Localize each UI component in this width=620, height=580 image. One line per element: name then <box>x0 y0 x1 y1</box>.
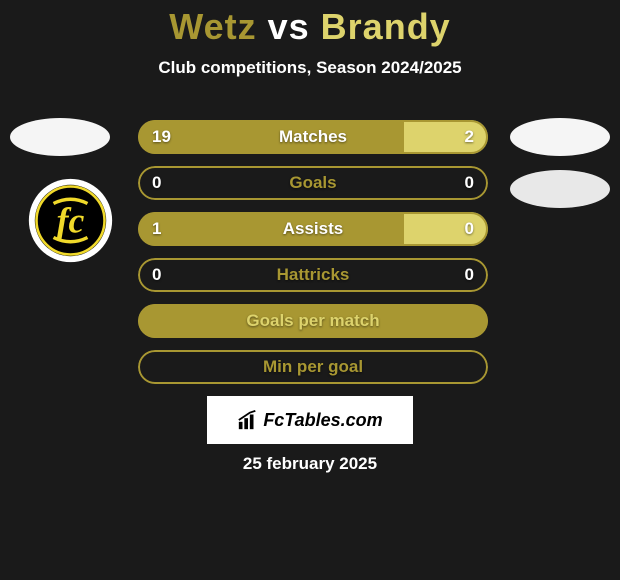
svg-text:fc: fc <box>57 200 85 240</box>
branding-text: FcTables.com <box>263 410 382 431</box>
stat-value-left: 19 <box>152 120 171 154</box>
stat-label: Goals per match <box>138 304 488 338</box>
stat-row: Goals0 0 <box>138 166 488 200</box>
title-left-player: Wetz <box>169 6 256 47</box>
date-label: 25 february 2025 <box>0 454 620 474</box>
branding-chart-icon <box>237 409 259 431</box>
stat-row: Matches19 2 <box>138 120 488 154</box>
player-photo-right-2 <box>510 170 610 208</box>
stat-row: Assists1 0 <box>138 212 488 246</box>
stat-label: Hattricks <box>138 258 488 292</box>
stat-value-right: 0 <box>465 258 474 292</box>
stat-value-right: 0 <box>465 166 474 200</box>
stat-row: Min per goal <box>138 350 488 384</box>
title-right-player: Brandy <box>321 6 451 47</box>
club-logo-left: fc <box>28 178 113 263</box>
branding-badge: FcTables.com <box>207 396 413 444</box>
stat-value-right: 0 <box>465 212 474 246</box>
stat-label: Min per goal <box>138 350 488 384</box>
player-photo-left <box>10 118 110 156</box>
stat-value-left: 1 <box>152 212 161 246</box>
stats-container: Matches192Goals00Assists10Hattricks00Goa… <box>138 120 488 396</box>
stat-value-right: 2 <box>465 120 474 154</box>
comparison-title: Wetz vs Brandy <box>0 0 620 48</box>
player-photo-right-1 <box>510 118 610 156</box>
stat-value-left: 0 <box>152 166 161 200</box>
stat-label: Assists <box>138 212 488 246</box>
title-vs: vs <box>257 6 321 47</box>
stat-row: Hattricks0 0 <box>138 258 488 292</box>
stat-label: Goals <box>138 166 488 200</box>
subtitle: Club competitions, Season 2024/2025 <box>0 58 620 78</box>
stat-label: Matches <box>138 120 488 154</box>
stat-row: Goals per match <box>138 304 488 338</box>
stat-value-left: 0 <box>152 258 161 292</box>
